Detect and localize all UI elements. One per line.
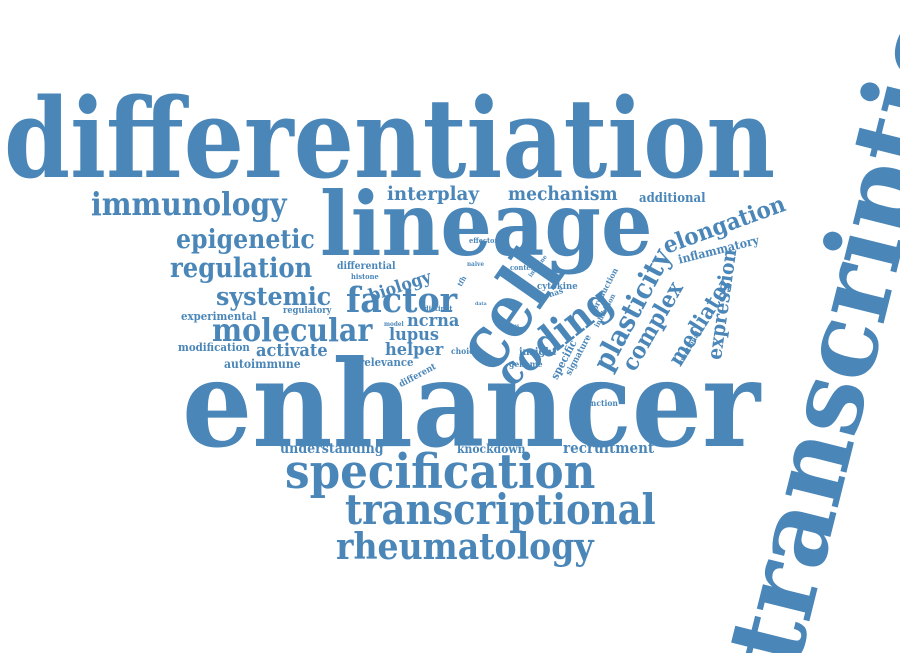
word-histone: histone — [351, 272, 379, 281]
word-enhancer: enhancer — [182, 334, 761, 475]
word-knockdown: knockdown — [457, 442, 526, 456]
word-distinct: distinct — [424, 304, 453, 313]
word-lupus: lupus — [389, 325, 440, 345]
word-modification: modification — [178, 341, 250, 354]
word-model: model — [384, 321, 404, 328]
word-helper: helper — [385, 340, 444, 360]
word-relevance: relevance — [359, 356, 414, 369]
word-specification: specification — [285, 444, 596, 500]
word-differentiation: differentiation — [4, 74, 776, 203]
word-molecular: molecular — [212, 311, 373, 349]
word-transcriptional: transcriptional — [345, 485, 656, 534]
word-ncrna: ncrna — [407, 311, 460, 331]
word-experimental: experimental — [181, 310, 257, 323]
word-function: function — [582, 398, 618, 408]
word-regulation: regulation — [170, 253, 313, 284]
word-mechanism: mechanism — [508, 183, 618, 205]
word-understanding: understanding — [280, 441, 384, 457]
word-autoimmune: autoimmune — [224, 357, 301, 371]
word-regulatory: regulatory — [283, 306, 332, 316]
word-genome: genome — [509, 359, 543, 369]
word-interplay: interplay — [387, 183, 479, 205]
word-differential: differential — [337, 261, 396, 272]
word-tfh: tfh — [455, 274, 469, 288]
word-naive: naive — [467, 261, 484, 268]
word-insight: insight — [519, 347, 557, 358]
word-context: context — [510, 263, 538, 272]
word-choice: choice — [451, 346, 479, 356]
word-rheumatology: rheumatology — [336, 526, 594, 568]
word-systemic: systemic — [216, 282, 332, 311]
word-activate: activate — [256, 340, 328, 361]
word-recruitment: recruitment — [563, 439, 655, 457]
word-locus: locus — [505, 323, 519, 329]
word-effector: effector — [469, 236, 498, 245]
word-immunology: immunology — [91, 185, 287, 223]
word-lineage: lineage — [320, 172, 653, 276]
word-cytokine: cytokine — [537, 282, 578, 292]
word-data: data — [475, 301, 487, 307]
word-epigenetic: epigenetic — [176, 225, 315, 255]
word-factor: factor — [346, 280, 458, 321]
word-additional: additional — [639, 191, 706, 206]
